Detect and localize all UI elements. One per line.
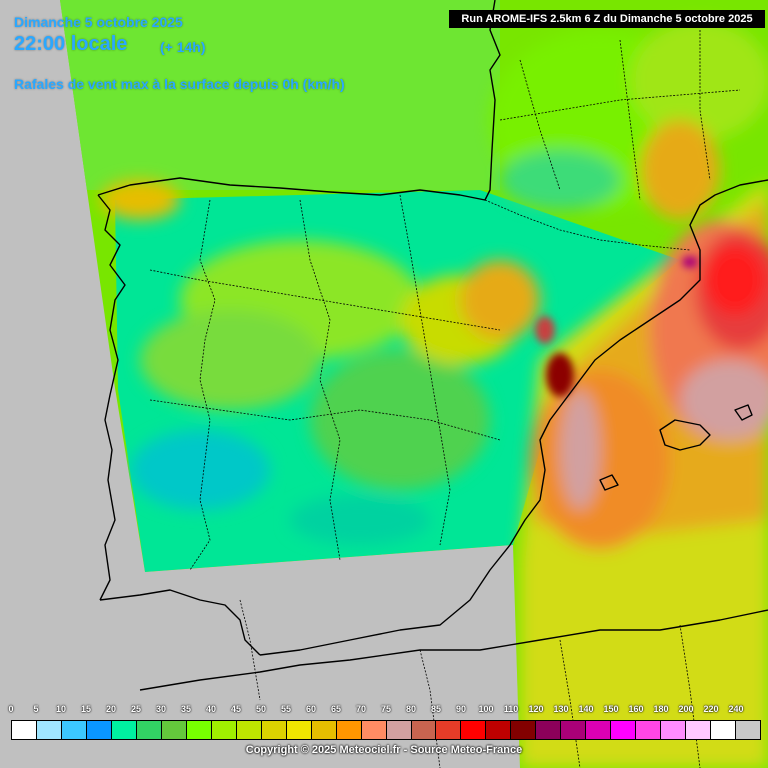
- legend-tick-label: 60: [305, 704, 317, 714]
- legend-swatch: [336, 721, 362, 739]
- biscay-sea-field: [60, 0, 500, 190]
- legend-tick-label: 120: [528, 704, 544, 714]
- legend-swatch: [661, 721, 687, 739]
- legend-swatch: [411, 721, 437, 739]
- legend-tick-label: 140: [578, 704, 594, 714]
- legend-tick-label: 5: [33, 704, 39, 714]
- legend-swatch: [736, 721, 761, 739]
- legend-swatch: [636, 721, 662, 739]
- legend-tick-label: 35: [180, 704, 192, 714]
- legend-tick-label: 75: [380, 704, 392, 714]
- legend-tick-label: 45: [230, 704, 242, 714]
- legend-swatch: [236, 721, 262, 739]
- run-info-label: Run AROME-IFS 2.5km 6 Z du Dimanche 5 oc…: [449, 10, 765, 28]
- legend-tick-label: 55: [280, 704, 292, 714]
- legend-swatch: [86, 721, 112, 739]
- coastlines: [97, 0, 768, 691]
- legend-swatch: [261, 721, 287, 739]
- legend-tick-label: 50: [255, 704, 267, 714]
- legend-swatch: [286, 721, 312, 739]
- legend-tick-label: 85: [430, 704, 442, 714]
- copyright-text: Copyright © 2025 Meteociel.fr - Source M…: [245, 744, 523, 756]
- legend-tick-label: 100: [478, 704, 494, 714]
- legend-tick-label: 15: [80, 704, 92, 714]
- legend-swatch: [186, 721, 212, 739]
- legend-tick-label: 200: [678, 704, 694, 714]
- legend-swatch: [386, 721, 412, 739]
- legend-swatch: [136, 721, 162, 739]
- legend-swatch: [12, 721, 37, 739]
- legend-swatch: [211, 721, 237, 739]
- legend-swatch: [511, 721, 537, 739]
- legend-tick-label: 25: [130, 704, 142, 714]
- legend-swatch: [711, 721, 737, 739]
- legend-swatch: [686, 721, 712, 739]
- legend-swatch: [36, 721, 62, 739]
- legend-tick-label: 10: [55, 704, 67, 714]
- legend-tick-label: 65: [330, 704, 342, 714]
- legend-tick-label: 20: [105, 704, 117, 714]
- legend-swatch: [461, 721, 487, 739]
- legend-tick-label: 220: [703, 704, 719, 714]
- legend-tick-label: 90: [455, 704, 467, 714]
- forecast-time: 22:00 locale: [14, 33, 128, 55]
- legend-tick-label: 80: [405, 704, 417, 714]
- forecast-offset: (+ 14h): [160, 39, 206, 55]
- legend-swatch: [486, 721, 512, 739]
- legend-tick-label: 0: [8, 704, 14, 714]
- legend-tick-label: 180: [653, 704, 669, 714]
- legend-swatch: [536, 721, 562, 739]
- legend-swatch: [361, 721, 387, 739]
- forecast-date: Dimanche 5 octobre 2025: [14, 14, 183, 30]
- legend-swatch: [161, 721, 187, 739]
- parameter-title: Rafales de vent max à la surface depuis …: [14, 76, 345, 92]
- legend-tick-label: 110: [503, 704, 519, 714]
- legend-swatch: [586, 721, 612, 739]
- legend-tick-label: 30: [155, 704, 167, 714]
- legend-tick-labels: 0 5 10 15 20 25 30 35 40 45 50 55 60 65 70 75 80 85 90 100 1…: [0, 704, 768, 718]
- legend-swatch: [311, 721, 337, 739]
- legend-tick-label: 70: [355, 704, 367, 714]
- legend-swatch: [111, 721, 137, 739]
- color-legend-bar: [11, 720, 761, 740]
- borders: [149, 30, 741, 768]
- legend-tick-label: 160: [628, 704, 644, 714]
- legend-tick-label: 240: [728, 704, 744, 714]
- legend-tick-label: 150: [603, 704, 619, 714]
- legend-tick-label: 130: [553, 704, 569, 714]
- legend-swatch: [61, 721, 87, 739]
- legend-tick-label: 40: [205, 704, 217, 714]
- legend-swatch: [611, 721, 637, 739]
- legend-swatch: [561, 721, 587, 739]
- legend-swatch: [436, 721, 462, 739]
